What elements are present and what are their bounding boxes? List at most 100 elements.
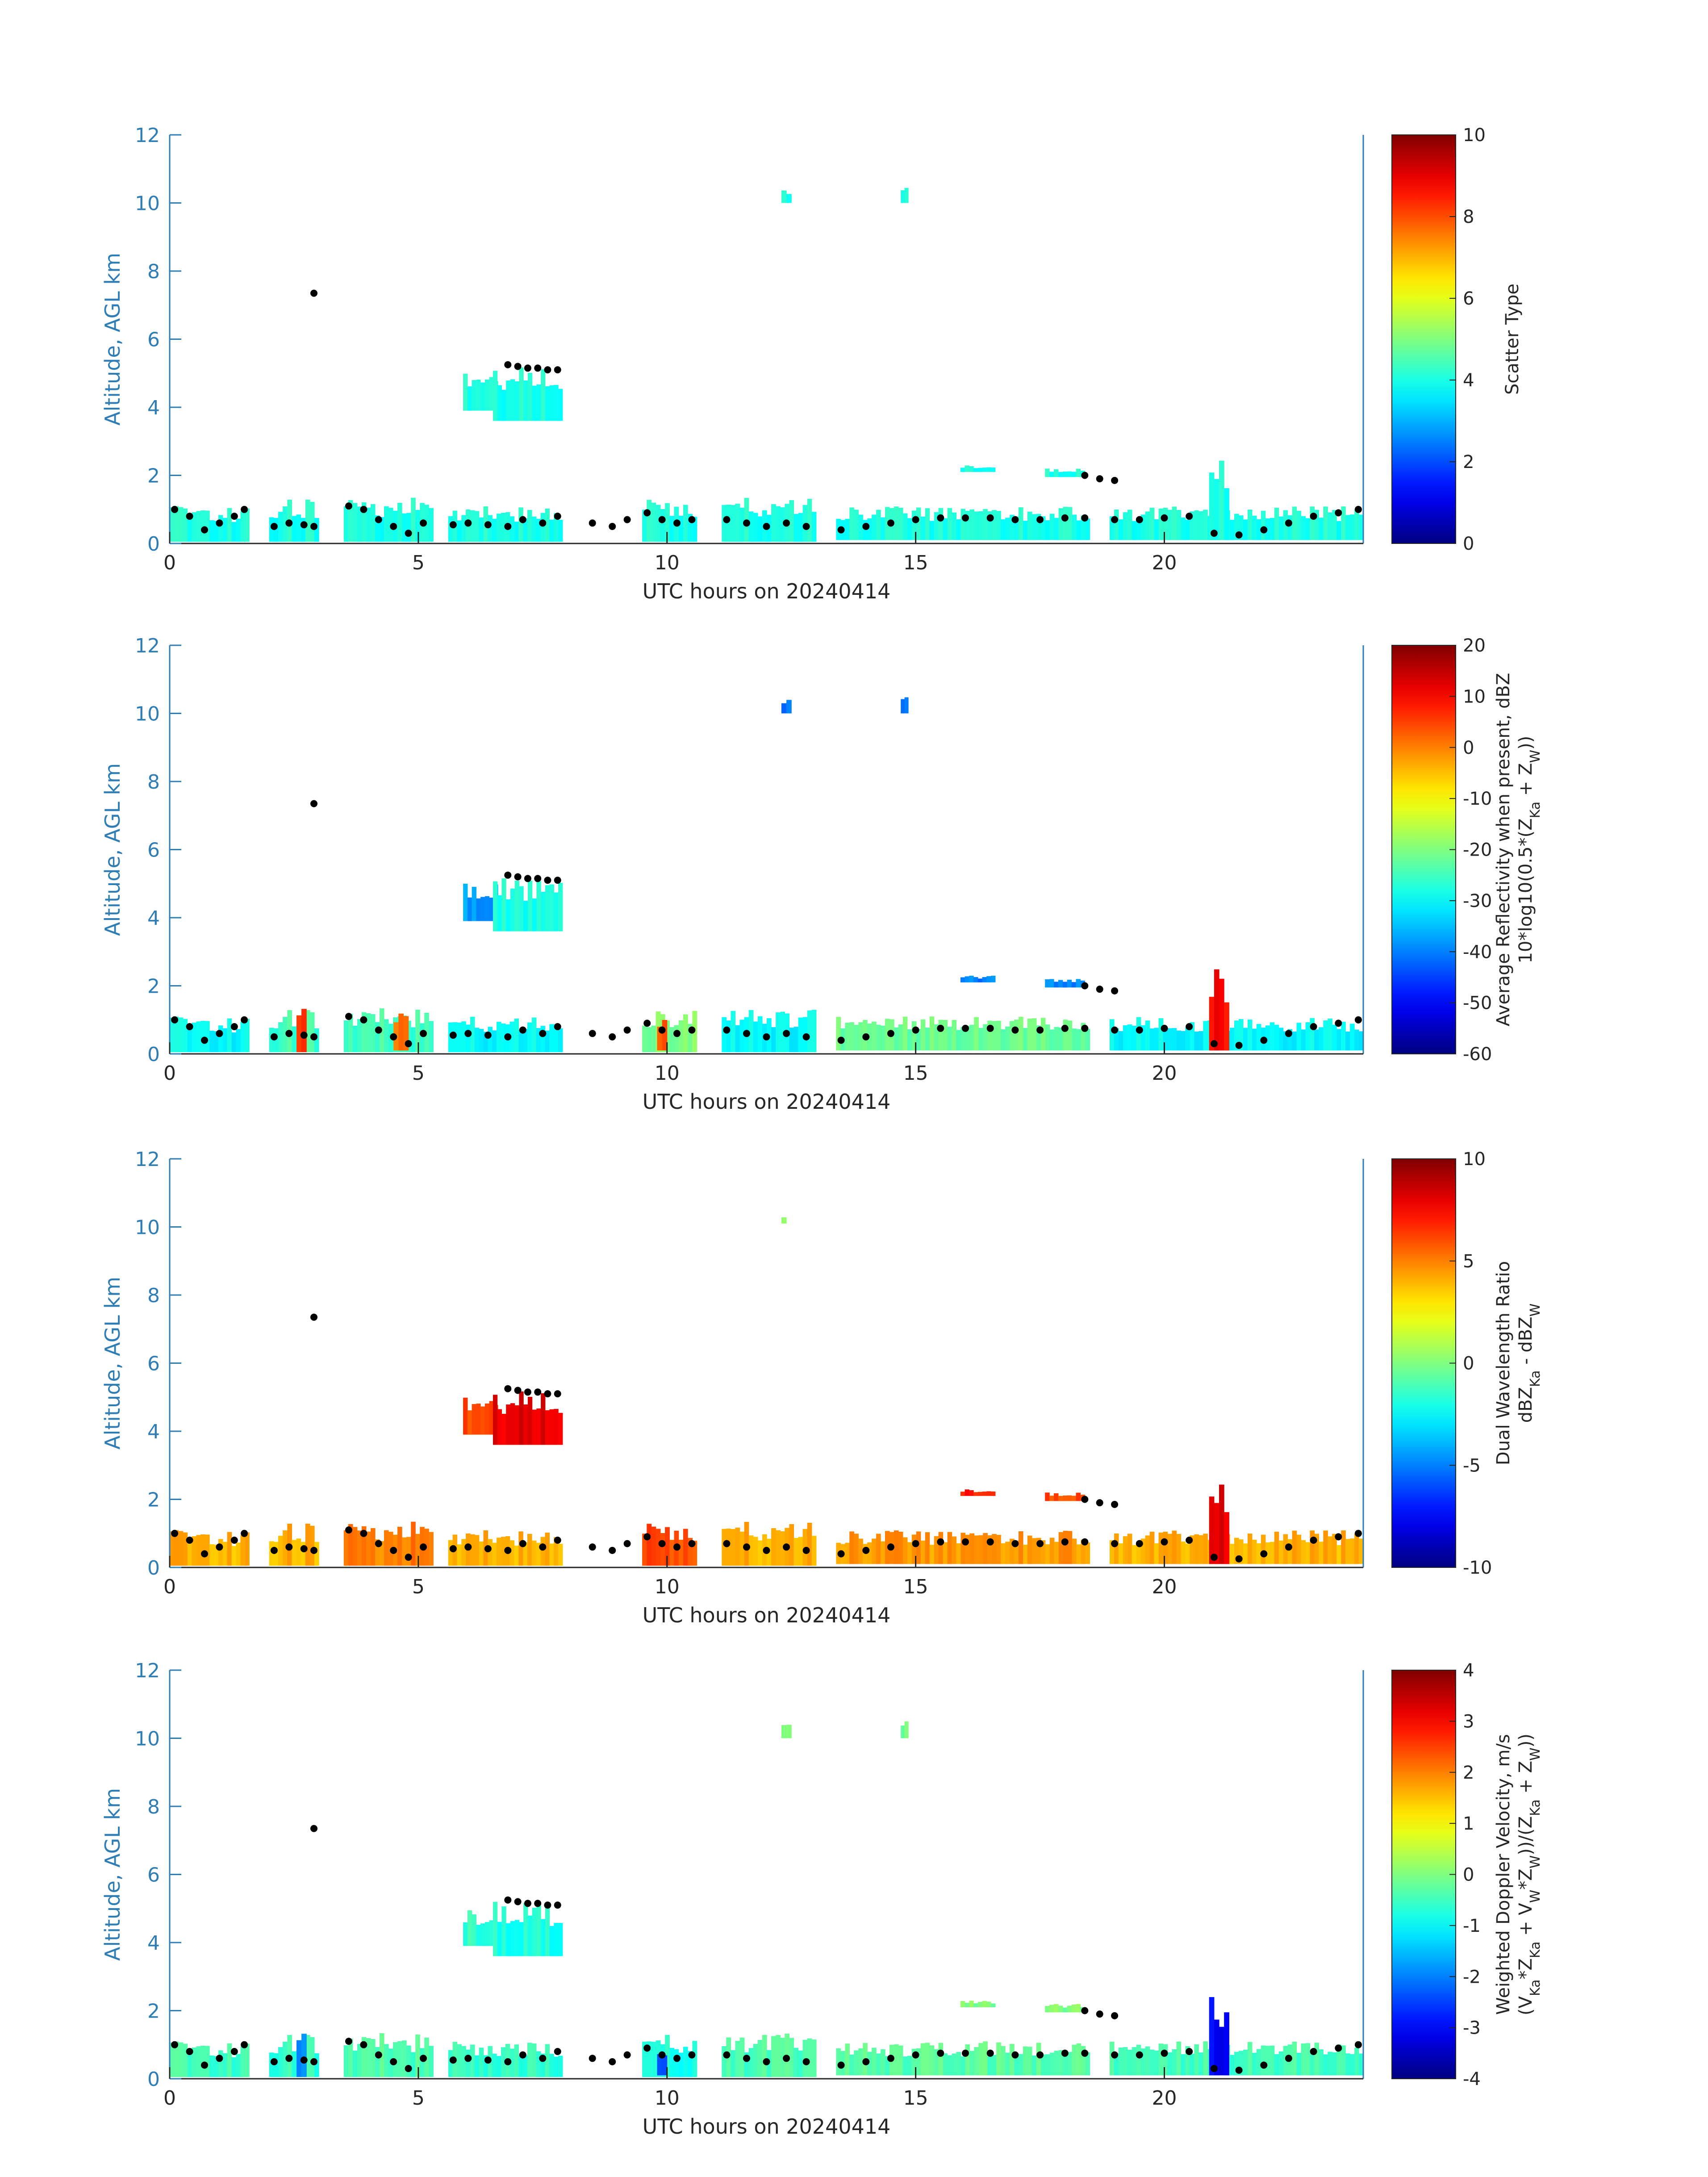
echo-cell	[523, 380, 528, 421]
echo-cell	[467, 386, 472, 411]
colorbar-tick-label: 0	[1463, 534, 1474, 554]
echo-cell	[1062, 472, 1068, 477]
echo-cell	[1045, 468, 1050, 477]
echo-cell	[273, 518, 279, 542]
cloud-base-marker	[449, 521, 457, 529]
echo-cell	[492, 518, 497, 542]
echo-cell	[960, 2001, 965, 2007]
echo-cell	[748, 1535, 754, 1566]
echo-cell	[739, 507, 745, 542]
cloud-base-marker	[345, 502, 352, 510]
cloud-base-marker	[519, 2051, 526, 2059]
cloud-base-marker	[1081, 1024, 1089, 1032]
x-tick-label: 20	[1152, 1062, 1177, 1085]
cloud-base-marker	[589, 519, 596, 527]
y-tick-label: 12	[135, 635, 160, 657]
echo-cell	[1118, 2047, 1123, 2076]
y-tick-label: 12	[135, 1659, 160, 1682]
echo-cell	[1132, 1545, 1137, 1564]
echo-cell	[1063, 1530, 1068, 1564]
echo-cell	[296, 1015, 302, 1053]
echo-cell	[218, 515, 223, 542]
echo-cell	[480, 1406, 485, 1435]
echo-cell	[1199, 1535, 1203, 1564]
echo-cell	[415, 2035, 420, 2077]
echo-cell	[1314, 1534, 1319, 1564]
colorbar-tick-label: -4	[1463, 2069, 1481, 2089]
echo-cell	[1214, 969, 1219, 1051]
echo-cell	[867, 2052, 872, 2076]
echo-cell	[527, 1534, 532, 1566]
echo-cell	[187, 1542, 192, 1566]
x-tick-label: 20	[1152, 1575, 1177, 1598]
echo-cell	[1270, 518, 1275, 540]
echo-cell	[296, 514, 301, 542]
echo-cell	[1049, 2052, 1055, 2076]
cloud-base-marker	[524, 875, 531, 882]
echo-cell	[858, 514, 863, 540]
echo-cell	[836, 1017, 841, 1051]
cloud-base-marker	[1096, 1499, 1103, 1507]
echo-cell	[348, 2039, 353, 2077]
echo-cell	[902, 1537, 908, 1564]
cloud-base-marker	[643, 509, 651, 517]
echo-cell	[536, 518, 541, 542]
echo-cell	[305, 1010, 310, 1053]
echo-cell	[1076, 2043, 1082, 2076]
echo-cell	[510, 888, 515, 932]
echo-cell	[493, 881, 498, 932]
echo-cell	[1076, 1544, 1082, 1564]
cloud-base-marker	[310, 2058, 317, 2065]
echo-cell	[361, 2037, 367, 2077]
echo-cell	[1296, 1023, 1302, 1051]
echo-cell	[467, 1410, 472, 1435]
echo-cell	[947, 2055, 952, 2076]
echo-cell	[1176, 510, 1182, 540]
y-tick-label: 0	[147, 1043, 160, 1066]
cloud-base-marker	[937, 1024, 944, 1032]
echo-cell	[1219, 460, 1224, 540]
echo-cell	[483, 2055, 488, 2077]
cloud-base-marker	[554, 366, 561, 374]
echo-cell	[1127, 1024, 1132, 1051]
echo-cell	[510, 1403, 515, 1445]
echo-cell	[476, 380, 481, 411]
echo-cell	[218, 1025, 223, 1053]
y-tick-label: 12	[135, 124, 160, 147]
echo-cell	[1292, 1031, 1297, 1051]
echo-cell	[269, 2052, 274, 2077]
echo-cell	[366, 1531, 371, 1566]
echo-cell	[554, 1923, 559, 1956]
echo-cell	[531, 516, 537, 542]
y-tick-label: 10	[135, 1216, 160, 1239]
cloud-base-marker	[554, 1023, 561, 1030]
echo-cell	[952, 512, 957, 540]
echo-cell	[965, 465, 969, 472]
echo-cell	[510, 379, 515, 421]
echo-cell	[484, 1404, 490, 1435]
cloud-base-marker	[171, 1016, 179, 1024]
echo-cell	[1010, 1021, 1015, 1051]
colorbar-label: Weighted Doppler Velocity, m/s (VKa*ZKa +…	[1493, 1734, 1543, 2015]
echo-cell	[1063, 2054, 1068, 2076]
echo-cell	[1058, 508, 1064, 540]
echo-cell	[1314, 2043, 1319, 2076]
echo-cell	[366, 1013, 371, 1053]
echo-cell	[1203, 1021, 1208, 1051]
echo-cell	[536, 1542, 541, 1566]
echo-cell	[549, 519, 554, 542]
echo-cell	[192, 2047, 196, 2077]
echo-cell	[1063, 506, 1068, 540]
echo-cell	[484, 380, 490, 411]
cloud-base-marker	[986, 1024, 994, 1032]
echo-cell	[514, 1405, 519, 1445]
echo-cell	[780, 507, 785, 542]
colorbar	[1391, 645, 1456, 1054]
echo-cell	[776, 1012, 781, 1053]
cloud-base-marker	[837, 1036, 845, 1044]
echo-cell	[463, 1397, 468, 1435]
echo-cell	[1359, 1031, 1364, 1051]
echo-cell	[1145, 1020, 1150, 1051]
echo-cell	[894, 1530, 899, 1564]
echo-cell	[309, 501, 315, 542]
